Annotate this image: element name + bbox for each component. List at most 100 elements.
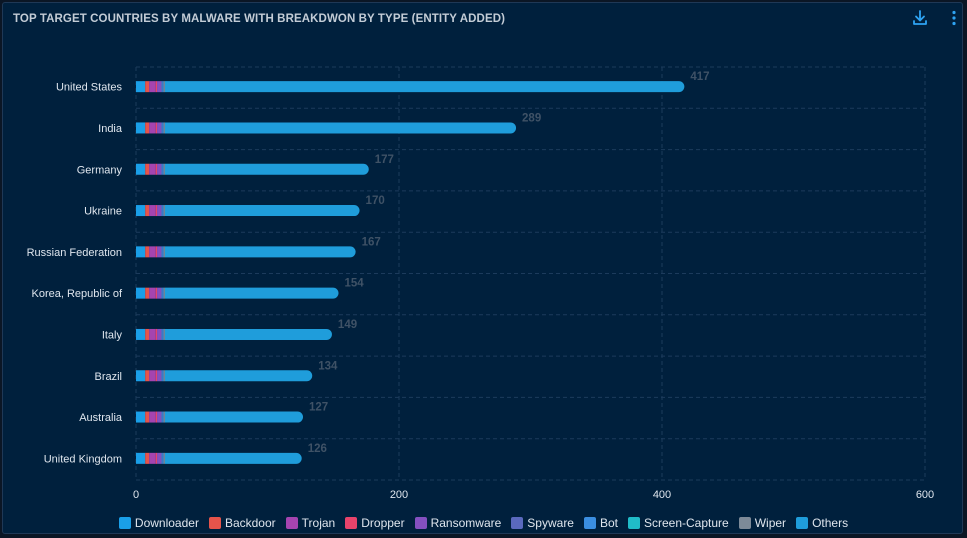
bar-segment-backdoor — [145, 370, 150, 382]
bar-segment-spyware — [160, 452, 163, 464]
bar-segment-wiper — [163, 328, 165, 340]
bar-segment-trojan — [149, 163, 156, 175]
legend-swatch — [738, 517, 751, 529]
data-label: 134 — [318, 360, 338, 372]
legend-swatch — [796, 517, 809, 529]
category-label: Russian Federation — [27, 247, 122, 259]
legend-swatch — [511, 517, 524, 529]
legend-label: Spyware — [527, 516, 574, 530]
bar-segment-downloader — [136, 452, 146, 464]
bar-segment-others — [164, 452, 302, 464]
bar-segment-others — [164, 246, 356, 258]
bar-segment-ransomware — [157, 122, 161, 134]
bar-segment-backdoor — [145, 452, 150, 464]
bar-segment-trojan — [149, 205, 156, 217]
legend-label: Backdoor — [224, 516, 276, 530]
data-label: 177 — [375, 154, 394, 166]
legend-label: Trojan — [301, 516, 336, 530]
legend-label: Others — [812, 516, 849, 530]
legend: Downloader Backdoor Trojan Dropper Ransomwar… — [3, 516, 964, 530]
bar-segment-backdoor — [145, 328, 150, 340]
legend-item-spyware[interactable]: Spyware — [511, 516, 574, 530]
bar-segment-ransomware — [157, 411, 161, 423]
chart-title: TOP TARGET COUNTRIES BY MALWARE WITH BRE… — [13, 13, 506, 25]
bar-segment-downloader — [136, 370, 146, 382]
bar-segment-wiper — [163, 246, 165, 258]
bar-segment-bot — [162, 452, 164, 464]
bar-segment-wiper — [163, 81, 165, 93]
bar-segment-dropper — [155, 328, 158, 340]
bar-segment-others — [164, 81, 685, 93]
legend-item-dropper[interactable]: Dropper — [345, 516, 405, 530]
data-label: 149 — [338, 319, 357, 331]
bar-segment-downloader — [136, 246, 146, 258]
bar-segment-trojan — [149, 287, 156, 299]
bar-segment-spyware — [160, 81, 163, 93]
legend-item-screen-capture[interactable]: Screen-Capture — [628, 516, 729, 530]
bar-segment-backdoor — [145, 205, 150, 217]
bar-segment-ransomware — [157, 370, 161, 382]
bar-segment-others — [164, 122, 517, 134]
bar-segment-backdoor — [145, 81, 150, 93]
legend-swatch — [208, 517, 221, 529]
bar-segment-wiper — [163, 122, 165, 134]
legend-item-downloader[interactable]: Downloader — [118, 516, 199, 530]
bar-segment-spyware — [160, 328, 163, 340]
legend-item-others[interactable]: Others — [796, 516, 848, 530]
bar-segment-others — [164, 328, 332, 340]
legend-item-backdoor[interactable]: Backdoor — [208, 516, 276, 530]
bar-segment-wiper — [163, 452, 165, 464]
bar-segment-others — [164, 205, 360, 217]
bar-segment-trojan — [149, 370, 156, 382]
download-icon[interactable] — [911, 9, 929, 27]
bar-segment-bot — [162, 163, 164, 175]
bar-segment-ransomware — [157, 163, 161, 175]
bar-segment-trojan — [149, 81, 156, 93]
legend-label: Wiper — [754, 516, 787, 530]
bar-segment-bot — [162, 81, 164, 93]
data-label: 289 — [522, 112, 541, 124]
legend-item-ransomware[interactable]: Ransomware — [414, 516, 501, 530]
category-label: Germany — [77, 164, 123, 176]
bar-segment-dropper — [155, 163, 158, 175]
category-label: India — [98, 123, 123, 135]
category-label: United Kingdom — [44, 453, 122, 465]
category-label: Brazil — [94, 371, 122, 383]
x-tick-label: 600 — [916, 489, 934, 501]
bar-segment-downloader — [136, 81, 146, 93]
bar-segment-trojan — [149, 246, 156, 258]
bar-segment-bot — [162, 370, 164, 382]
legend-swatch — [118, 517, 131, 529]
data-label: 126 — [308, 443, 327, 455]
bar-segment-spyware — [160, 370, 163, 382]
more-vertical-icon[interactable] — [945, 9, 963, 27]
bar-segment-downloader — [136, 205, 146, 217]
legend-label: Bot — [599, 516, 618, 530]
legend-item-bot[interactable]: Bot — [583, 516, 618, 530]
bar-segment-spyware — [160, 287, 163, 299]
bar-segment-downloader — [136, 287, 146, 299]
bar-segment-ransomware — [157, 205, 161, 217]
bar-segment-dropper — [155, 370, 158, 382]
bar-segment-backdoor — [145, 287, 150, 299]
data-label: 167 — [362, 236, 381, 248]
bar-segment-dropper — [155, 205, 158, 217]
x-tick-label: 200 — [390, 489, 408, 501]
bar-segment-downloader — [136, 328, 146, 340]
bar-segment-backdoor — [145, 122, 150, 134]
bar-segment-backdoor — [145, 163, 150, 175]
legend-swatch — [583, 517, 596, 529]
bar-segment-trojan — [149, 452, 156, 464]
bar-segment-dropper — [155, 287, 158, 299]
legend-item-wiper[interactable]: Wiper — [738, 516, 787, 530]
bar-segment-dropper — [155, 411, 158, 423]
bar-segment-others — [164, 163, 369, 175]
legend-swatch — [285, 517, 298, 529]
x-tick-label: 400 — [653, 489, 671, 501]
legend-item-trojan[interactable]: Trojan — [285, 516, 336, 530]
bar-segment-ransomware — [157, 81, 161, 93]
legend-swatch — [628, 517, 640, 529]
bars — [136, 81, 685, 464]
data-label: 170 — [366, 195, 385, 207]
